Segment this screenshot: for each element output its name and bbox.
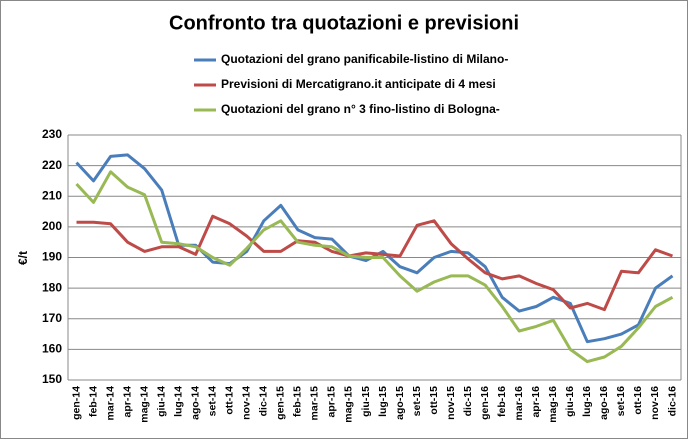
x-tick-label: feb-15 bbox=[292, 386, 304, 417]
y-tick-label: 210 bbox=[42, 188, 62, 202]
x-tick-label: mag-15 bbox=[343, 386, 355, 423]
legend-label: Quotazioni del grano n° 3 fino-listino d… bbox=[221, 102, 500, 116]
x-tick-label: set-14 bbox=[207, 386, 219, 417]
x-tick-label: mag-16 bbox=[547, 386, 559, 423]
x-tick-label: gen-14 bbox=[70, 386, 82, 420]
y-tick-label: 190 bbox=[42, 250, 62, 264]
x-tick-label: ago-15 bbox=[394, 386, 406, 420]
x-tick-label: ago-16 bbox=[598, 386, 610, 420]
x-tick-label: gen-16 bbox=[479, 386, 491, 420]
x-tick-label: dic-16 bbox=[666, 386, 678, 417]
y-tick-label: 200 bbox=[42, 219, 62, 233]
y-axis-label: €/t bbox=[16, 251, 30, 265]
x-tick-label: gen-15 bbox=[275, 386, 287, 420]
legend-label: Quotazioni del grano panificabile-listin… bbox=[221, 52, 508, 66]
y-tick-label: 180 bbox=[42, 280, 62, 294]
x-tick-label: apr-16 bbox=[530, 386, 542, 418]
x-tick-label: mar-16 bbox=[513, 386, 525, 421]
x-tick-label: lug-14 bbox=[172, 386, 184, 417]
y-tick-label: 150 bbox=[42, 372, 62, 386]
x-tick-label: set-16 bbox=[615, 386, 627, 417]
y-tick-label: 170 bbox=[42, 311, 62, 325]
x-tick-label: giu-15 bbox=[360, 386, 372, 417]
x-tick-label: giu-16 bbox=[564, 386, 576, 417]
x-tick-label: mar-15 bbox=[309, 386, 321, 421]
x-tick-label: lug-15 bbox=[377, 386, 389, 417]
x-tick-label: nov-15 bbox=[445, 386, 457, 420]
x-tick-label: giu-14 bbox=[155, 386, 167, 417]
series-line bbox=[76, 214, 674, 312]
x-tick-label: set-15 bbox=[411, 386, 423, 417]
x-tick-label: dic-15 bbox=[462, 386, 474, 417]
x-tick-label: apr-15 bbox=[326, 386, 338, 418]
x-tick-label: ott-15 bbox=[428, 386, 440, 415]
x-tick-label: mag-14 bbox=[138, 386, 150, 423]
x-tick-label: feb-14 bbox=[87, 386, 99, 417]
series-line bbox=[75, 170, 674, 364]
x-tick-label: lug-16 bbox=[581, 386, 593, 417]
x-tick-label: ott-16 bbox=[632, 386, 644, 415]
x-tick-label: ott-14 bbox=[224, 386, 236, 415]
chart-title: Confronto tra quotazioni e previsioni bbox=[169, 12, 519, 34]
x-tick-label: ago-14 bbox=[189, 386, 201, 420]
x-tick-label: mar-14 bbox=[104, 386, 116, 421]
x-tick-label: dic-14 bbox=[258, 386, 270, 417]
y-tick-label: 160 bbox=[42, 342, 62, 356]
legend-label: Previsioni di Mercatigrano.it anticipate… bbox=[221, 77, 496, 91]
x-tick-label: apr-14 bbox=[121, 386, 133, 418]
y-tick-label: 230 bbox=[42, 127, 62, 141]
x-tick-label: nov-14 bbox=[241, 386, 253, 420]
x-tick-label: nov-16 bbox=[649, 386, 661, 420]
x-tick-label: feb-16 bbox=[496, 386, 508, 417]
y-tick-label: 220 bbox=[42, 158, 62, 172]
